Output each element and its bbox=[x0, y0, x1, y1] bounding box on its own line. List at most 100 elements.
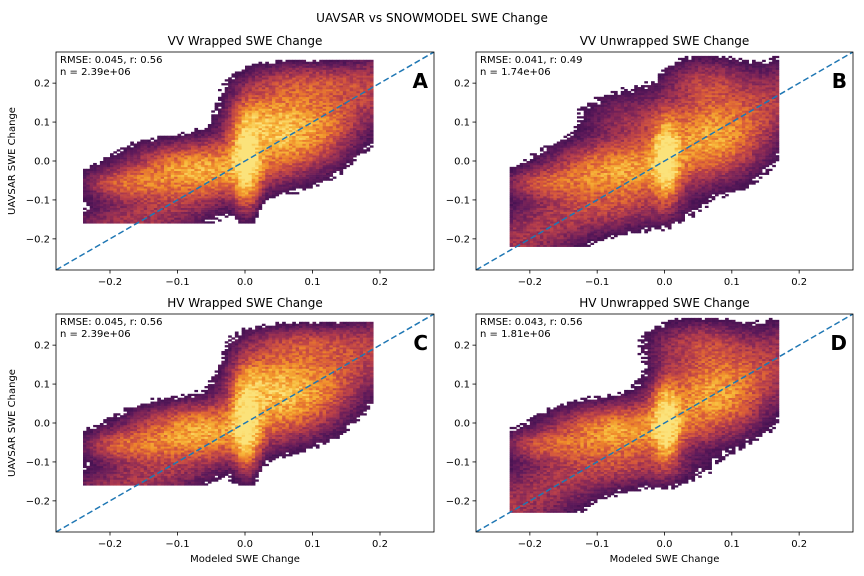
heatmap-bin bbox=[204, 161, 209, 164]
heatmap-bin bbox=[251, 137, 256, 140]
heatmap-bin bbox=[214, 157, 219, 160]
heatmap-bin bbox=[519, 196, 524, 199]
heatmap-bin bbox=[147, 182, 151, 185]
heatmap-bin bbox=[255, 112, 259, 115]
heatmap-bin bbox=[191, 178, 195, 181]
heatmap-bin bbox=[248, 162, 253, 166]
heatmap-bin bbox=[133, 199, 138, 203]
heatmap-bin bbox=[197, 182, 202, 185]
heatmap-bin bbox=[231, 209, 236, 212]
heatmap-bin bbox=[157, 197, 161, 201]
heatmap-bin bbox=[248, 164, 253, 168]
heatmap-bin bbox=[509, 196, 514, 199]
heatmap-bin bbox=[258, 143, 263, 146]
heatmap-bin bbox=[204, 166, 209, 170]
heatmap-bin bbox=[180, 172, 185, 175]
heatmap-bin bbox=[339, 147, 344, 150]
heatmap-bin bbox=[285, 120, 290, 123]
heatmap-bin bbox=[204, 197, 209, 201]
heatmap-bin bbox=[221, 92, 226, 96]
heatmap-bin bbox=[228, 79, 232, 82]
heatmap-bin bbox=[126, 196, 131, 199]
heatmap-bin bbox=[315, 116, 320, 119]
heatmap-bin bbox=[258, 61, 263, 64]
heatmap-bin bbox=[234, 100, 239, 103]
heatmap-bin bbox=[285, 161, 290, 164]
heatmap-bin bbox=[265, 186, 269, 189]
heatmap-bin bbox=[349, 96, 354, 100]
heatmap-bin bbox=[86, 186, 91, 189]
heatmap-bin bbox=[305, 90, 310, 94]
heatmap-bin bbox=[120, 207, 124, 210]
heatmap-bin bbox=[174, 155, 178, 158]
heatmap-bin bbox=[356, 118, 361, 121]
heatmap-bin bbox=[326, 98, 330, 101]
heatmap-bin bbox=[319, 71, 323, 74]
heatmap-bin bbox=[275, 116, 280, 119]
heatmap-bin bbox=[137, 203, 141, 207]
heatmap-bin bbox=[519, 211, 524, 214]
heatmap-bin bbox=[523, 233, 527, 236]
heatmap-bin bbox=[509, 221, 514, 224]
heatmap-bin bbox=[516, 166, 521, 170]
heatmap-bin bbox=[218, 127, 222, 131]
heatmap-bin bbox=[113, 174, 118, 177]
heatmap-bin bbox=[519, 190, 524, 193]
heatmap-bin bbox=[295, 168, 300, 172]
heatmap-bin bbox=[187, 203, 192, 207]
heatmap-bin bbox=[305, 129, 310, 133]
heatmap-bin bbox=[319, 81, 323, 84]
heatmap-bin bbox=[302, 174, 307, 177]
heatmap-bin bbox=[302, 106, 307, 109]
heatmap-bin bbox=[126, 176, 131, 179]
heatmap-bin bbox=[245, 197, 249, 201]
heatmap-bin bbox=[519, 199, 524, 203]
heatmap-bin bbox=[513, 166, 517, 170]
heatmap-bin bbox=[509, 207, 514, 210]
heatmap-bin bbox=[147, 180, 151, 183]
heatmap-bin bbox=[513, 203, 517, 207]
heatmap-bin bbox=[349, 161, 354, 164]
heatmap-bin bbox=[228, 102, 232, 105]
heatmap-bin bbox=[143, 155, 148, 158]
heatmap-bin bbox=[299, 59, 303, 63]
heatmap-bin bbox=[302, 137, 307, 140]
heatmap-bin bbox=[346, 96, 350, 100]
heatmap-bin bbox=[363, 141, 367, 144]
heatmap-bin bbox=[143, 147, 148, 150]
heatmap-bin bbox=[187, 133, 192, 136]
heatmap-bin bbox=[356, 102, 361, 105]
heatmap-bin bbox=[332, 81, 337, 84]
heatmap-bin bbox=[224, 190, 229, 193]
heatmap-bin bbox=[197, 209, 202, 212]
heatmap-bin bbox=[346, 149, 350, 152]
heatmap-bin bbox=[180, 209, 185, 212]
heatmap-bin bbox=[140, 157, 145, 160]
heatmap-bin bbox=[170, 170, 175, 173]
heatmap-bin bbox=[238, 166, 242, 170]
heatmap-bin bbox=[126, 157, 131, 160]
heatmap-bin bbox=[261, 194, 266, 197]
heatmap-bin bbox=[295, 67, 300, 70]
heatmap-bin bbox=[315, 67, 320, 70]
heatmap-bin bbox=[126, 166, 131, 170]
heatmap-bin bbox=[258, 108, 263, 111]
heatmap-bin bbox=[221, 205, 226, 209]
heatmap-bin bbox=[231, 147, 236, 150]
heatmap-bin bbox=[248, 155, 253, 158]
heatmap-bin bbox=[180, 168, 185, 172]
heatmap-bin bbox=[191, 207, 195, 210]
heatmap-bin bbox=[140, 172, 145, 175]
heatmap-bin bbox=[228, 211, 232, 214]
heatmap-bin bbox=[187, 172, 192, 175]
heatmap-bin bbox=[180, 205, 185, 209]
heatmap-bin bbox=[126, 221, 131, 224]
heatmap-bin bbox=[332, 120, 337, 123]
heatmap-bin bbox=[214, 166, 219, 170]
heatmap-bin bbox=[332, 83, 337, 86]
heatmap-bin bbox=[89, 176, 94, 179]
heatmap-bin bbox=[187, 196, 192, 199]
heatmap-bin bbox=[120, 147, 124, 150]
heatmap-bin bbox=[221, 207, 226, 210]
heatmap-bin bbox=[133, 217, 138, 220]
